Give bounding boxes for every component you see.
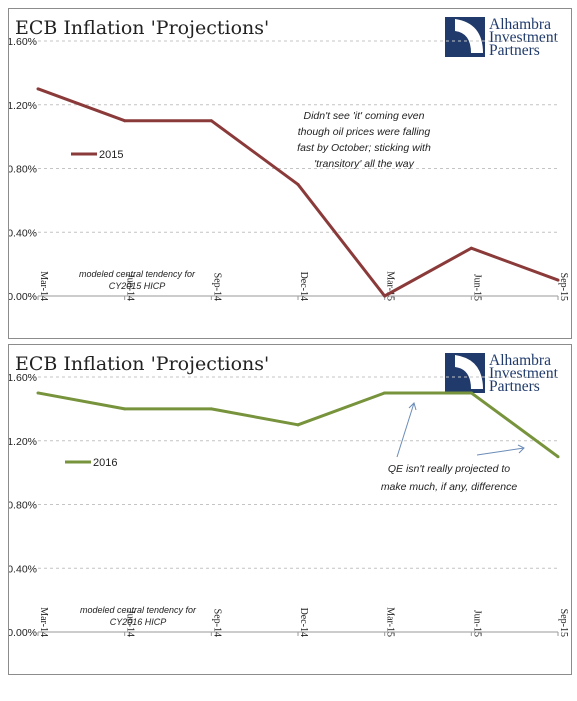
- chart-panel-2016: ECB Inflation 'Projections' Alhambra Inv…: [8, 344, 572, 675]
- note-line-1: modeled central tendency for: [79, 269, 196, 279]
- x-axis-ticks: Mar-14 Jun-14 Sep-14 Dec-14 Mar-15 Jun-15 Sep-…: [37, 271, 569, 301]
- annotation: QE isn't really projected to make much, …: [381, 402, 525, 493]
- data-point: [36, 391, 40, 395]
- logo-line-2: Investment: [489, 29, 559, 46]
- data-point: [209, 407, 213, 411]
- legend-label: 2016: [93, 457, 117, 469]
- x-tick-label: Sep-14: [211, 609, 222, 637]
- footnote: modeled central tendency for CY2016 HICP: [80, 605, 197, 627]
- series-layer: [36, 87, 560, 298]
- arrow-to-sep15: [476, 447, 525, 456]
- chart-title: ECB Inflation 'Projections': [15, 17, 269, 39]
- arrow-to-mar15: [396, 402, 415, 458]
- y-axis-ticks: 0.00% 0.40% 0.80% 1.20% 1.60%: [9, 372, 37, 639]
- annotation-line-1: QE isn't really projected to: [388, 463, 510, 475]
- y-tick-label: 1.60%: [9, 36, 37, 48]
- annotation-line-2: make much, if any, difference: [381, 481, 518, 493]
- chart-svg-2015: ECB Inflation 'Projections' Alhambra Inv…: [9, 16, 569, 303]
- x-tick-label: Dec-14: [298, 608, 309, 637]
- series-layer: [36, 391, 560, 459]
- y-tick-label: 1.60%: [9, 372, 37, 384]
- data-point: [383, 294, 387, 298]
- data-point: [296, 423, 300, 427]
- annotation-arrows: [396, 402, 525, 458]
- data-point: [123, 407, 127, 411]
- data-point: [469, 246, 473, 250]
- annotation-line-1: Didn't see 'it' coming even: [304, 110, 425, 122]
- annotation: Didn't see 'it' coming even though oil p…: [297, 110, 431, 170]
- data-point: [556, 278, 560, 282]
- series-line: [37, 87, 559, 298]
- logo: Alhambra Investment Partners: [445, 352, 559, 395]
- x-tick-label: Jun-15: [471, 274, 482, 301]
- x-tick-label: Jun-14: [125, 610, 136, 637]
- x-tick-label: Sep-15: [558, 273, 569, 301]
- data-point: [469, 391, 473, 395]
- chart-svg-2016: ECB Inflation 'Projections' Alhambra Inv…: [9, 352, 569, 639]
- x-tick-label: Mar-14: [38, 607, 49, 637]
- x-tick-label: Mar-14: [38, 271, 49, 301]
- note-line-2: CY2015 HICP: [109, 281, 166, 291]
- logo-line-1: Alhambra: [489, 16, 551, 33]
- chart-title: ECB Inflation 'Projections': [15, 353, 269, 375]
- x-tick-label: Mar-15: [385, 607, 396, 637]
- logo-line-2: Investment: [489, 365, 559, 382]
- data-point: [209, 119, 213, 123]
- note-line-1: modeled central tendency for: [80, 605, 197, 615]
- x-axis-ticks: Mar-14 Jun-14 Sep-14 Dec-14 Mar-15 Jun-15 Sep-…: [37, 607, 569, 637]
- y-tick-label: 1.20%: [9, 100, 37, 112]
- x-tick-label: Mar-15: [385, 271, 396, 301]
- data-point: [383, 391, 387, 395]
- data-point: [123, 119, 127, 123]
- data-point: [556, 455, 560, 459]
- logo-swoosh: [455, 19, 483, 53]
- gridlines: [38, 376, 558, 633]
- annotation-line-3: fast by October; sticking with: [297, 142, 431, 154]
- chart-panel-2015: ECB Inflation 'Projections' Alhambra Inv…: [8, 8, 572, 339]
- x-tick-label: Dec-14: [298, 272, 309, 301]
- y-tick-label: 0.00%: [9, 291, 37, 303]
- logo: Alhambra Investment Partners: [445, 16, 559, 59]
- x-tick-label: Sep-15: [558, 609, 569, 637]
- y-axis-ticks: 0.00% 0.40% 0.80% 1.20% 1.60%: [9, 36, 37, 303]
- arrowhead-mar15: [408, 402, 417, 411]
- legend: 2015: [71, 149, 123, 161]
- footnote: modeled central tendency for CY2015 HICP: [79, 269, 196, 291]
- annotation-line-4: 'transitory' all the way: [314, 158, 414, 170]
- x-tick-label: Jun-15: [471, 610, 482, 637]
- note-line-2: CY2016 HICP: [110, 617, 167, 627]
- logo-line-1: Alhambra: [489, 352, 551, 369]
- x-tick-label: Sep-14: [211, 273, 222, 301]
- data-point: [296, 182, 300, 186]
- y-tick-label: 0.40%: [9, 563, 37, 575]
- y-tick-label: 0.80%: [9, 500, 37, 512]
- x-tick-label: Jun-14: [125, 274, 136, 301]
- logo-line-3: Partners: [489, 42, 540, 59]
- logo-swoosh: [455, 355, 483, 389]
- arrowhead-sep15: [517, 444, 525, 454]
- data-point: [36, 87, 40, 91]
- legend: 2016: [65, 457, 117, 469]
- gridlines: [38, 40, 558, 297]
- y-tick-label: 0.80%: [9, 164, 37, 176]
- legend-label: 2015: [99, 149, 123, 161]
- y-tick-label: 1.20%: [9, 436, 37, 448]
- logo-line-3: Partners: [489, 378, 540, 395]
- annotation-line-2: though oil prices were falling: [298, 126, 431, 138]
- y-tick-label: 0.00%: [9, 627, 37, 639]
- y-tick-label: 0.40%: [9, 227, 37, 239]
